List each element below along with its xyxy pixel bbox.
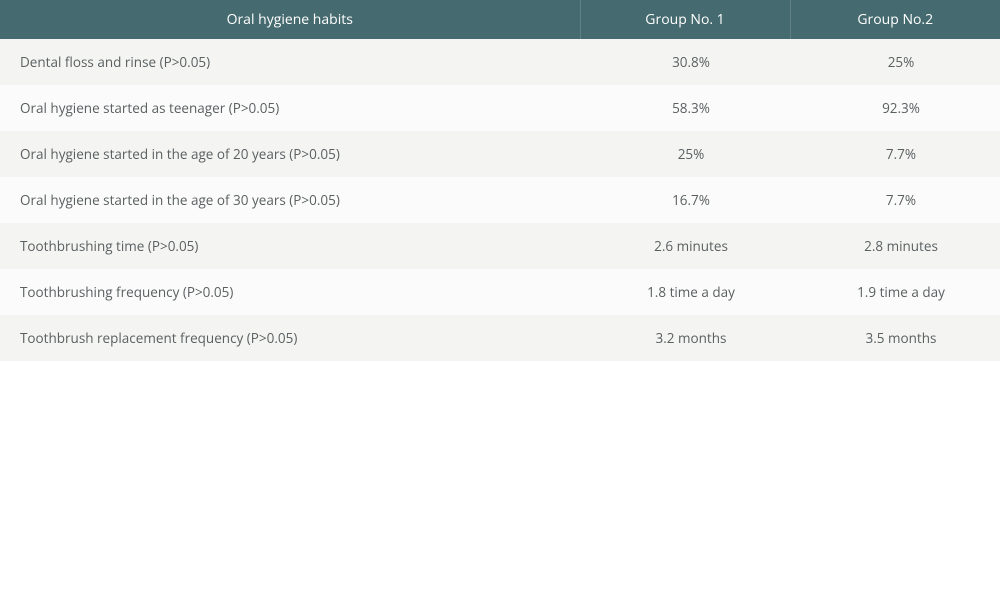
cell-group1: 25% — [580, 131, 790, 177]
table-row: Oral hygiene started as teenager (P>0.05… — [0, 85, 1000, 131]
col-header-group2: Group No.2 — [790, 0, 1000, 39]
table-row: Dental floss and rinse (P>0.05)30.8%25% — [0, 39, 1000, 85]
cell-group1: 1.8 time a day — [580, 269, 790, 315]
cell-group1: 16.7% — [580, 177, 790, 223]
cell-group1: 3.2 months — [580, 315, 790, 361]
cell-group1: 2.6 minutes — [580, 223, 790, 269]
col-header-group1: Group No. 1 — [580, 0, 790, 39]
oral-hygiene-table: Oral hygiene habits Group No. 1 Group No… — [0, 0, 1000, 361]
cell-habit: Toothbrushing time (P>0.05) — [0, 223, 580, 269]
cell-habit: Toothbrushing frequency (P>0.05) — [0, 269, 580, 315]
cell-habit: Dental floss and rinse (P>0.05) — [0, 39, 580, 85]
cell-group2: 1.9 time a day — [790, 269, 1000, 315]
cell-group2: 3.5 months — [790, 315, 1000, 361]
col-header-habits: Oral hygiene habits — [0, 0, 580, 39]
cell-group2: 2.8 minutes — [790, 223, 1000, 269]
cell-group2: 25% — [790, 39, 1000, 85]
table-row: Toothbrush replacement frequency (P>0.05… — [0, 315, 1000, 361]
table-row: Oral hygiene started in the age of 30 ye… — [0, 177, 1000, 223]
cell-habit: Oral hygiene started as teenager (P>0.05… — [0, 85, 580, 131]
table-body: Dental floss and rinse (P>0.05)30.8%25%O… — [0, 39, 1000, 361]
table-row: Toothbrushing frequency (P>0.05)1.8 time… — [0, 269, 1000, 315]
cell-group2: 92.3% — [790, 85, 1000, 131]
table-header: Oral hygiene habits Group No. 1 Group No… — [0, 0, 1000, 39]
cell-group1: 58.3% — [580, 85, 790, 131]
cell-habit: Toothbrush replacement frequency (P>0.05… — [0, 315, 580, 361]
table-row: Oral hygiene started in the age of 20 ye… — [0, 131, 1000, 177]
cell-group2: 7.7% — [790, 177, 1000, 223]
table-row: Toothbrushing time (P>0.05)2.6 minutes2.… — [0, 223, 1000, 269]
cell-group2: 7.7% — [790, 131, 1000, 177]
cell-habit: Oral hygiene started in the age of 30 ye… — [0, 177, 580, 223]
cell-habit: Oral hygiene started in the age of 20 ye… — [0, 131, 580, 177]
cell-group1: 30.8% — [580, 39, 790, 85]
